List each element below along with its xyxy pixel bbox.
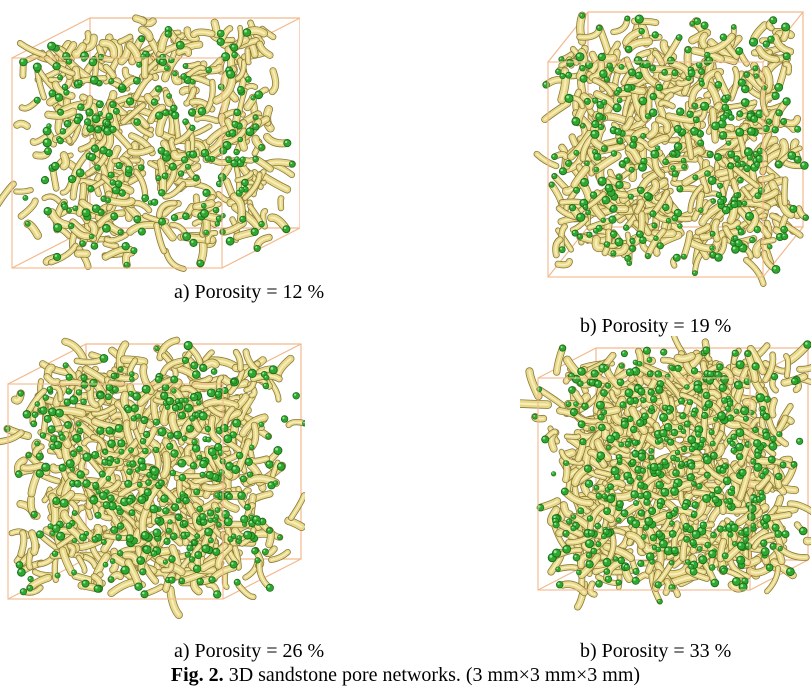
pore-bodies — [4, 340, 305, 599]
pore-network-panel-1 — [0, 0, 300, 300]
figure-caption: Fig. 2. 3D sandstone pore networks. (3 m… — [0, 665, 811, 685]
bounding-box-front — [537, 377, 751, 591]
bounding-box-front — [11, 57, 223, 269]
pore-network-image-4 — [520, 336, 811, 611]
bounding-box-front — [547, 61, 764, 278]
panel-label-2: b) Porosity = 19 % — [580, 315, 732, 337]
panel-label-4: b) Porosity = 33 % — [580, 640, 732, 662]
pore-network-panel-3 — [0, 336, 305, 636]
pore-network-image-1 — [0, 14, 300, 272]
pore-bodies — [19, 26, 296, 268]
pore-network-image-3 — [0, 336, 305, 619]
bounding-box-front — [7, 383, 224, 600]
pore-bodies — [542, 12, 809, 276]
panel-label-1: a) Porosity = 12 % — [174, 281, 325, 303]
figure-number: Fig. 2. — [170, 664, 224, 686]
figure-caption-text: 3D sandstone pore networks. (3 mm×3 mm×3… — [228, 664, 641, 686]
pore-bodies — [532, 340, 811, 605]
pore-network-panel-4 — [520, 336, 811, 636]
panel-label-3: a) Porosity = 26 % — [174, 640, 325, 662]
pore-network-panel-2 — [518, 0, 811, 310]
pore-network-image-2 — [533, 11, 810, 287]
